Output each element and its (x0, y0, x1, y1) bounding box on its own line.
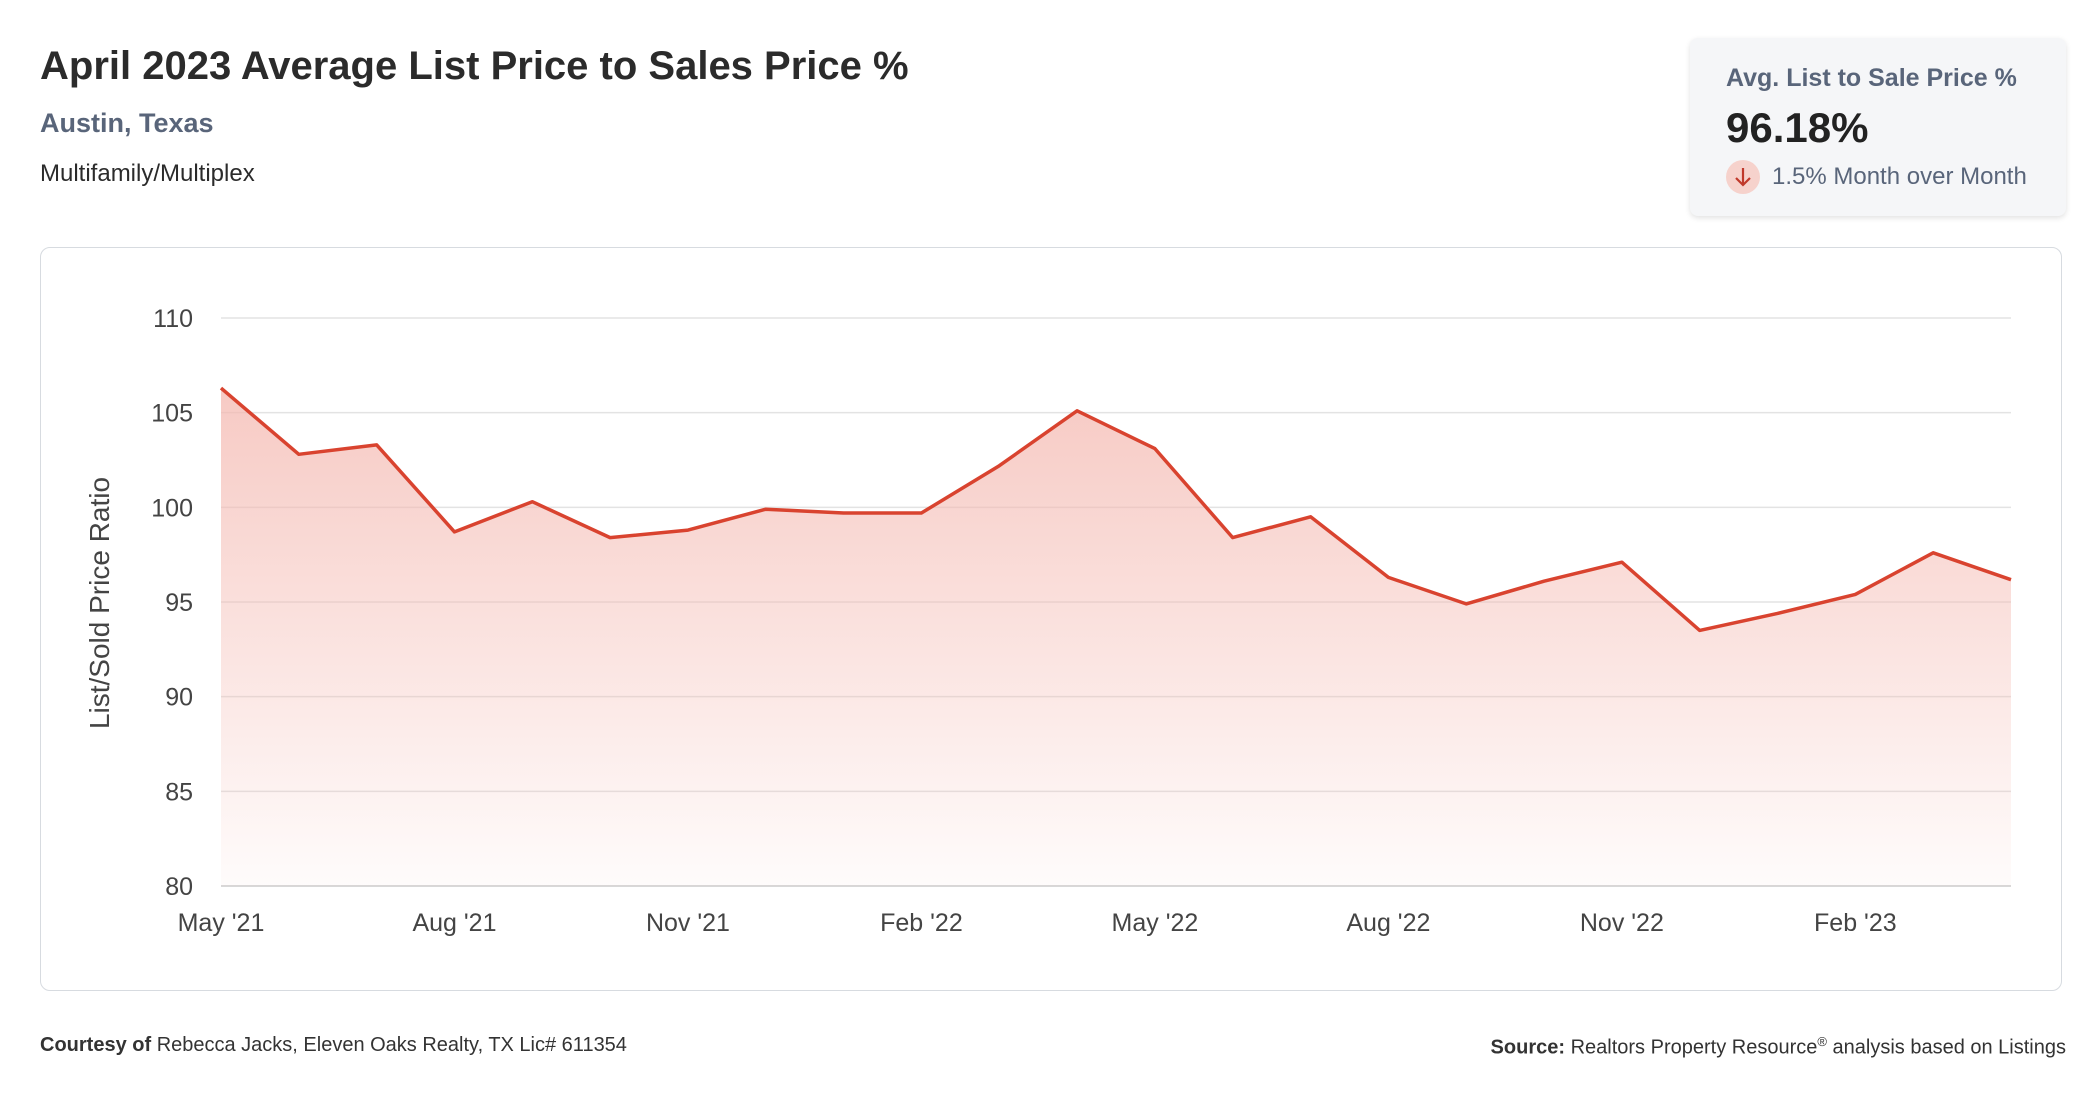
source-text-rest: analysis based on Listings (1826, 1036, 2067, 1059)
y-axis-label: List/Sold Price Ratio (84, 477, 115, 729)
y-tick-label: 100 (151, 494, 193, 522)
kpi-label: Avg. List to Sale Price % (1726, 64, 2017, 92)
location-subtitle: Austin, Texas (40, 108, 214, 138)
x-tick-label: Feb '22 (880, 909, 963, 937)
chart-container: 80 85 90 95 100 105 110 May '21 Aug '21 Nov '21 F… (40, 247, 2062, 991)
x-tick-label: Feb '23 (1814, 909, 1897, 937)
source-text: Realtors Property Resource (1570, 1036, 1818, 1059)
series-line (219, 386, 2012, 633)
page-title: April 2023 Average List Price to Sales P… (40, 44, 909, 88)
registered-mark: ® (1817, 1034, 1827, 1049)
x-tick-label: Nov '22 (1580, 909, 1664, 937)
y-tick-label: 80 (165, 873, 193, 901)
courtesy-footer: Courtesy of Rebecca Jacks, Eleven Oaks R… (40, 1034, 627, 1057)
kpi-card: Avg. List to Sale Price % 96.18% 1.5% Mo… (1690, 38, 2066, 216)
x-tick-label: Aug '21 (412, 909, 496, 937)
source-footer: Source: Realtors Property Resource® anal… (1491, 1034, 2066, 1060)
line-area-chart: 80 85 90 95 100 105 110 May '21 Aug '21 Nov '21 F… (84, 305, 2012, 937)
courtesy-label: Courtesy of (40, 1034, 152, 1056)
series-area (221, 388, 2011, 886)
x-tick-label: Aug '22 (1346, 909, 1430, 937)
y-tick-label: 105 (151, 400, 193, 428)
y-tick-label: 110 (153, 305, 193, 333)
x-tick-label: May '21 (178, 909, 265, 937)
property-category: Multifamily/Multiplex (40, 160, 255, 187)
y-tick-label: 90 (165, 684, 193, 712)
kpi-change-text: 1.5% Month over Month (1772, 163, 2027, 190)
x-tick-label: Nov '21 (646, 909, 730, 937)
courtesy-text: Rebecca Jacks, Eleven Oaks Realty, TX Li… (156, 1034, 627, 1056)
y-tick-label: 95 (165, 589, 193, 617)
y-tick-label: 85 (165, 778, 193, 806)
kpi-change: 1.5% Month over Month (1726, 160, 2027, 194)
kpi-value: 96.18% (1726, 104, 1869, 151)
source-label: Source: (1490, 1036, 1566, 1059)
arrow-down-icon (1726, 160, 1760, 194)
x-tick-label: May '22 (1112, 909, 1199, 937)
